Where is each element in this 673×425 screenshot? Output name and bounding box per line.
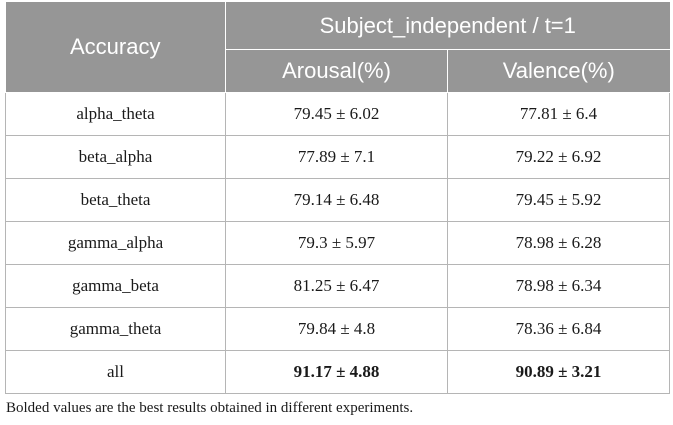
header-arousal: Arousal(%): [225, 49, 448, 93]
arousal-value: 91.17 ± 4.88: [225, 350, 448, 394]
row-label: gamma_alpha: [5, 221, 226, 265]
valence-value: 79.45 ± 5.92: [446, 178, 671, 222]
table-row: gamma_theta 79.84 ± 4.8 78.36 ± 6.84: [5, 307, 671, 351]
valence-value: 90.89 ± 3.21: [446, 350, 671, 394]
arousal-value: 77.89 ± 7.1: [225, 135, 448, 179]
results-table: Accuracy Subject_independent / t=1 Arous…: [5, 2, 671, 394]
arousal-value: 79.14 ± 6.48: [225, 178, 448, 222]
row-label: alpha_theta: [5, 92, 226, 136]
row-label: gamma_beta: [5, 264, 226, 308]
header-valence: Valence(%): [446, 49, 670, 93]
row-label: beta_alpha: [5, 135, 226, 179]
table-row: gamma_beta 81.25 ± 6.47 78.98 ± 6.34: [5, 264, 671, 308]
valence-value: 79.22 ± 6.92: [446, 135, 671, 179]
table-header: Accuracy Subject_independent / t=1 Arous…: [5, 2, 670, 93]
valence-value: 77.81 ± 6.4: [446, 92, 671, 136]
valence-value: 78.98 ± 6.34: [446, 264, 671, 308]
table-row: beta_alpha 77.89 ± 7.1 79.22 ± 6.92: [5, 135, 671, 179]
valence-value: 78.36 ± 6.84: [446, 307, 671, 351]
arousal-value: 79.3 ± 5.97: [225, 221, 448, 265]
arousal-value: 79.84 ± 4.8: [225, 307, 448, 351]
table-row: alpha_theta 79.45 ± 6.02 77.81 ± 6.4: [5, 92, 671, 136]
header-group: Subject_independent / t=1: [224, 2, 670, 50]
table-body: alpha_theta 79.45 ± 6.02 77.81 ± 6.4 beta_a…: [5, 92, 671, 394]
arousal-value: 81.25 ± 6.47: [225, 264, 448, 308]
table-row: all 91.17 ± 4.88 90.89 ± 3.21: [5, 350, 671, 394]
footnote: Bolded values are the best results obtai…: [6, 400, 414, 416]
valence-value: 78.98 ± 6.28: [446, 221, 671, 265]
header-accuracy: Accuracy: [5, 2, 226, 93]
table-row: gamma_alpha 79.3 ± 5.97 78.98 ± 6.28: [5, 221, 671, 265]
table-row: beta_theta 79.14 ± 6.48 79.45 ± 5.92: [5, 178, 671, 222]
row-label: beta_theta: [5, 178, 226, 222]
row-label: gamma_theta: [5, 307, 226, 351]
row-label: all: [5, 350, 226, 394]
arousal-value: 79.45 ± 6.02: [225, 92, 448, 136]
